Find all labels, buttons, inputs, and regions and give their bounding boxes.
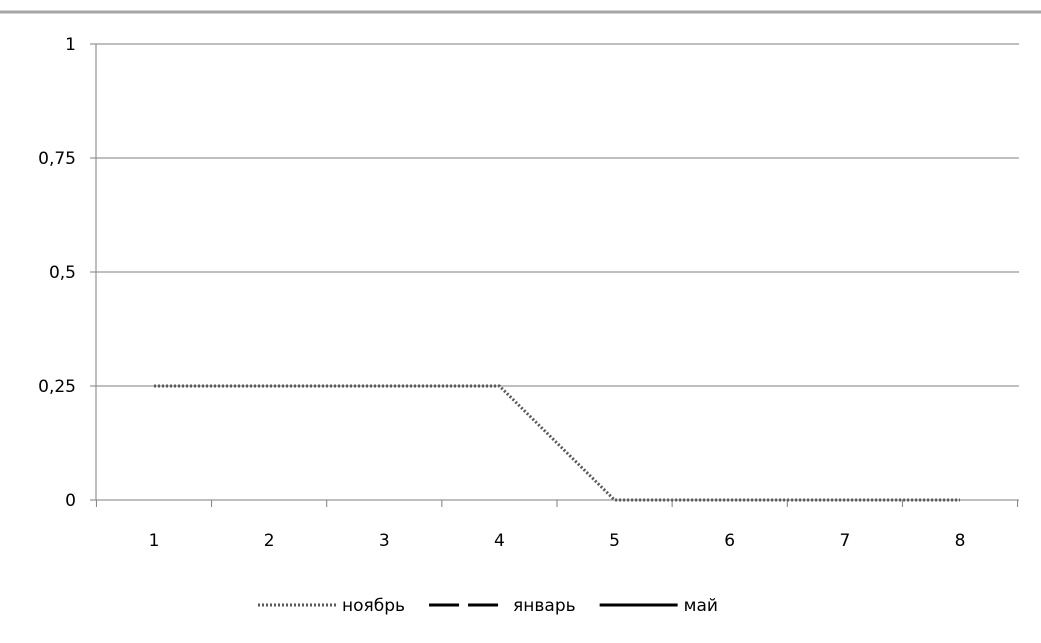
x-tick-label: 1 [149, 531, 160, 551]
series-line [154, 384, 960, 502]
x-tick-label: 3 [379, 531, 390, 551]
y-tick-label: 0,5 [49, 263, 76, 283]
legend-label: май [684, 596, 718, 616]
x-tick-label: 4 [494, 531, 505, 551]
legend-label: ноябрь [342, 596, 405, 616]
legend: ноябрь январь май [258, 596, 718, 616]
axes: 0 0,25 0,5 0,75 1 1 2 3 4 5 6 7 8 [38, 35, 1019, 551]
x-tick-label: 6 [724, 531, 735, 551]
gridlines [96, 43, 1019, 387]
y-tick-label: 0 [65, 491, 76, 511]
x-tick-label: 8 [955, 531, 966, 551]
y-tick-label: 1 [65, 35, 76, 55]
legend-label: январь [513, 596, 576, 616]
series [154, 384, 960, 502]
y-tick-label: 0,75 [38, 149, 76, 169]
x-tick-label: 7 [839, 531, 850, 551]
x-tick-label: 5 [609, 531, 620, 551]
x-tick-label: 2 [264, 531, 275, 551]
y-tick-label: 0,25 [38, 377, 76, 397]
